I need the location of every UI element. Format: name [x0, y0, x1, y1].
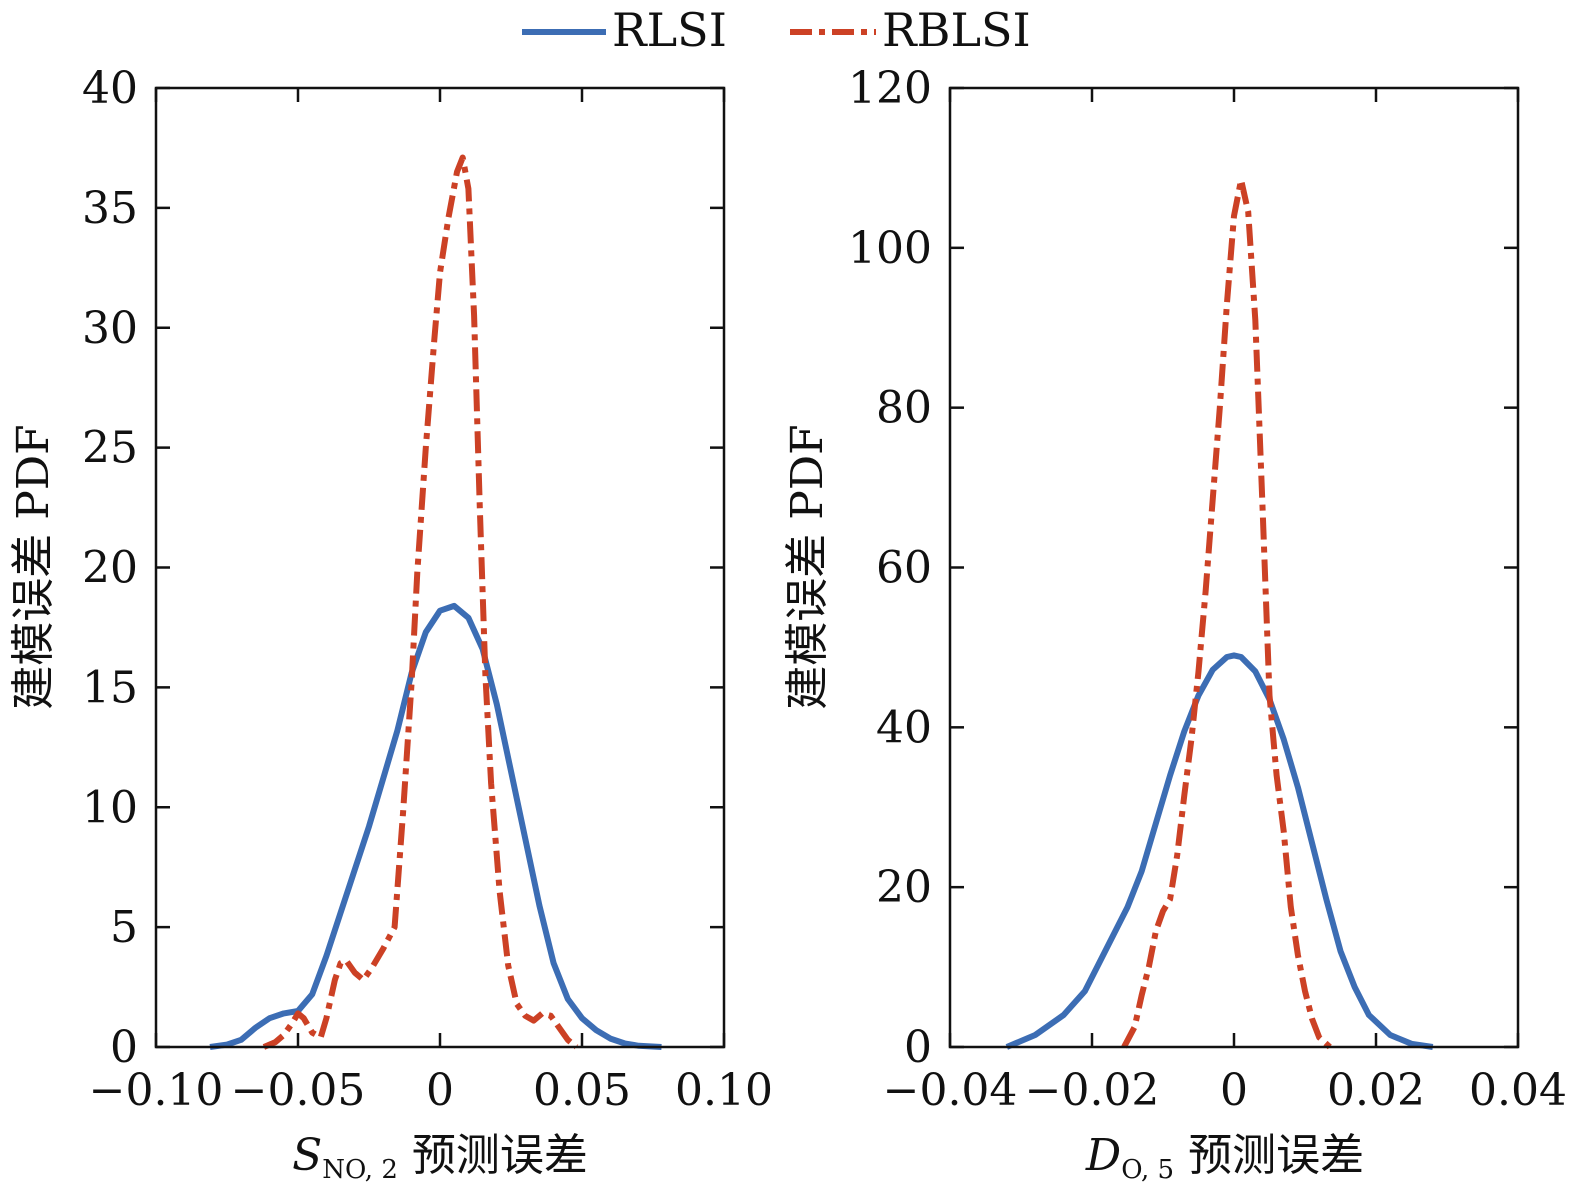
- series-line-rlsi-left: [209, 602, 662, 1050]
- y-tick-label: 100: [848, 223, 932, 274]
- y-tick-label: 120: [848, 63, 932, 114]
- y-tick-label: 5: [110, 902, 138, 953]
- x-axis-label-right-sub: O, 5: [1121, 1155, 1174, 1185]
- x-axis-label-left-rest: 预测误差: [398, 1130, 588, 1181]
- x-tick-label: 0.05: [533, 1065, 631, 1116]
- plot-series-right: [1005, 176, 1434, 1050]
- chart-right: −0.04 −0.02 0 0.02 0.04 0 20 40 60 80 100 120 建模误差 …: [782, 63, 1567, 1185]
- y-tick-label: 80: [876, 383, 932, 434]
- x-axis-label-right-var: D: [1085, 1130, 1121, 1181]
- x-tick-label: −0.04: [883, 1065, 1018, 1116]
- ticks-right: −0.04 −0.02 0 0.02 0.04 0 20 40 60 80 100 120: [848, 63, 1567, 1116]
- y-axis-label-right: 建模误差 PDF: [782, 424, 833, 709]
- x-tick-label: −0.10: [89, 1065, 224, 1116]
- x-tick-label: 0.02: [1327, 1065, 1425, 1116]
- x-tick-label: 0: [1220, 1065, 1248, 1116]
- y-tick-label: 20: [82, 543, 138, 594]
- chart-left: −0.10 −0.05 0 0.05 0.10 0 5 10 15 20 25 30 35 40 建模误差…: [8, 63, 773, 1185]
- y-tick-label: 20: [876, 862, 932, 913]
- x-axis-label-right: DO, 5 预测误差: [1085, 1130, 1364, 1185]
- legend-label-rblsi: RBLSI: [882, 3, 1031, 57]
- y-tick-label: 35: [82, 183, 138, 234]
- y-tick-label: 25: [82, 423, 138, 474]
- y-tick-label: 40: [82, 63, 138, 114]
- ticks-left: −0.10 −0.05 0 0.05 0.10 0 5 10 15 20 25 30 35 40: [82, 63, 773, 1116]
- y-tick-label: 40: [876, 702, 932, 753]
- x-axis-label-left-sub: NO, 2: [322, 1155, 398, 1185]
- x-axis-label-left: SNO, 2 预测误差: [292, 1130, 588, 1185]
- x-tick-label: −0.05: [231, 1065, 366, 1116]
- plot-frame-right: [948, 86, 1520, 1049]
- y-tick-label: 30: [82, 303, 138, 354]
- y-tick-label: 15: [82, 662, 138, 713]
- legend-label-rlsi: RLSI: [612, 3, 727, 57]
- x-axis-label-left-var: S: [292, 1130, 322, 1181]
- series-line-rblsi-right: [1121, 176, 1332, 1050]
- x-tick-label: 0.10: [675, 1065, 773, 1116]
- plot-frame-left: [154, 86, 726, 1049]
- x-tick-label: 0: [426, 1065, 454, 1116]
- series-line-rlsi-right: [1005, 652, 1434, 1050]
- series-line-rblsi-left: [262, 154, 579, 1050]
- y-tick-label: 10: [82, 782, 138, 833]
- plot-series-left: [209, 154, 662, 1050]
- y-tick-label: 60: [876, 543, 932, 594]
- x-axis-label-right-rest: 预测误差: [1174, 1130, 1364, 1181]
- x-tick-label: −0.02: [1025, 1065, 1160, 1116]
- legend: RLSI RBLSI: [522, 3, 1031, 57]
- x-tick-label: 0.04: [1469, 1065, 1567, 1116]
- y-tick-label: 0: [110, 1022, 138, 1073]
- y-axis-label-left: 建模误差 PDF: [8, 424, 59, 709]
- y-tick-label: 0: [904, 1022, 932, 1073]
